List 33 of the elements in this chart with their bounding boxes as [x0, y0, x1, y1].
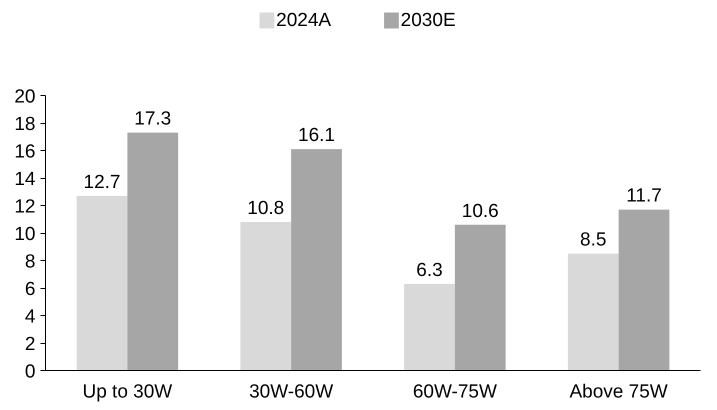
data-label: 8.5 [580, 230, 606, 251]
legend-label: 2024A [276, 10, 332, 31]
y-tick-label: 0 [24, 362, 36, 382]
y-tick-label: 14 [14, 169, 36, 190]
bar [76, 196, 128, 370]
x-tick-label: Above 75W [570, 382, 668, 402]
bar [240, 222, 292, 370]
data-label: 17.3 [134, 108, 172, 130]
data-label: 10.6 [462, 200, 499, 222]
x-tick-label: 60W-75W [412, 382, 497, 402]
y-tick-label: 16 [14, 142, 36, 162]
y-tick-label: 8 [24, 252, 36, 272]
y-tick-label: 20 [14, 86, 36, 108]
y-tick-label: 2 [24, 334, 36, 355]
data-label: 16.1 [298, 125, 335, 146]
data-label: 12.7 [84, 172, 120, 193]
bar [568, 254, 619, 370]
bar [618, 210, 670, 370]
y-tick-label: 12 [14, 196, 36, 218]
legend-label: 2030E [400, 10, 456, 31]
bar [404, 284, 455, 370]
y-tick-label: 4 [24, 306, 36, 328]
data-label: 6.3 [416, 260, 443, 281]
bar [454, 224, 506, 370]
y-tick-label: 6 [24, 279, 36, 300]
y-tick-label: 10 [14, 224, 36, 245]
data-label: 11.7 [626, 186, 662, 207]
y-tick-label: 18 [14, 114, 36, 135]
bar [291, 149, 342, 370]
x-tick-label: 30W-60W [249, 382, 334, 402]
x-tick-label: Up to 30W [82, 382, 172, 402]
bar [127, 132, 178, 370]
data-label: 10.8 [247, 198, 284, 219]
